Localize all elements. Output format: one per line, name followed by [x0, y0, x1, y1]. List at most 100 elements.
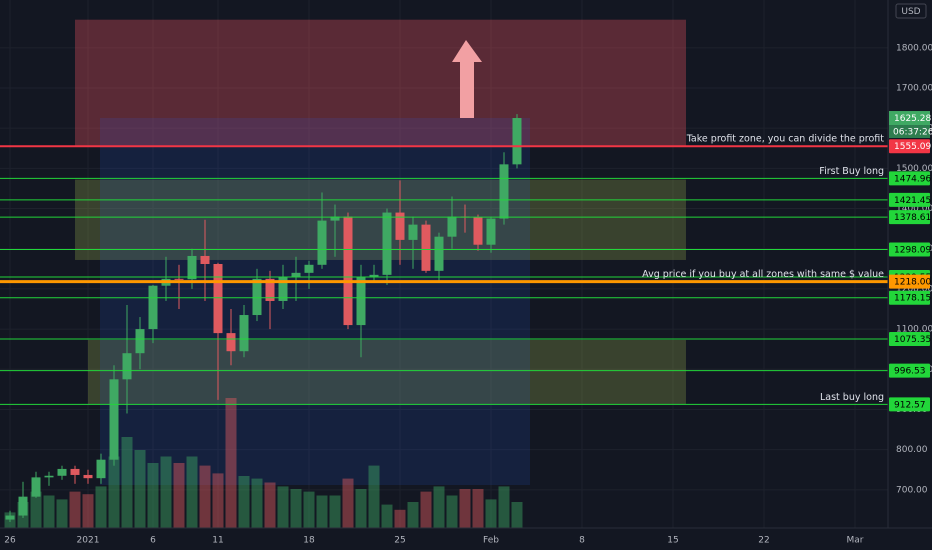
volume-bar — [43, 495, 55, 528]
volume-bar — [511, 502, 523, 528]
candle-body — [317, 220, 327, 265]
y-tick-label: 1100.00 — [896, 325, 932, 335]
volume-bar — [472, 489, 484, 528]
volume-bar — [69, 491, 81, 528]
range-box — [100, 118, 530, 485]
level-label-box — [889, 397, 930, 412]
volume-bar — [121, 437, 133, 528]
x-tick-label: 26 — [4, 536, 16, 546]
candle-body — [473, 217, 483, 245]
y-tick-label: 800.00 — [896, 445, 928, 455]
candle-body — [44, 475, 54, 478]
candle-body — [291, 272, 301, 277]
candle-body — [226, 333, 236, 352]
level-label: 1421.45 — [894, 196, 931, 206]
countdown: 06:37:26 — [893, 128, 932, 138]
zone — [75, 179, 686, 260]
x-tick-label: Feb — [483, 536, 499, 546]
candles — [5, 114, 522, 522]
candle-body — [278, 276, 288, 301]
candle-body — [213, 264, 223, 334]
level-label-box — [889, 274, 930, 289]
y-tick-label: 1500.00 — [896, 164, 932, 174]
volume-bar — [316, 495, 328, 528]
y-tick-label: 700.00 — [896, 485, 928, 495]
candle-body — [447, 216, 457, 237]
candle-body — [135, 329, 145, 354]
volume-bar — [277, 486, 289, 528]
candle-body — [408, 224, 418, 240]
volume-bar — [381, 504, 393, 528]
candle-body — [239, 315, 249, 352]
candle-body — [421, 224, 431, 271]
x-tick-label: 25 — [394, 536, 405, 546]
levels: Take profit zone, you can divide the pro… — [0, 134, 888, 405]
candle-body — [57, 468, 67, 476]
candle-body — [382, 212, 392, 275]
candle-body — [343, 216, 353, 326]
level-label: 996.53 — [894, 367, 926, 377]
volume-bar — [108, 456, 120, 528]
volume-bar — [290, 489, 302, 528]
last-price-box — [889, 111, 930, 126]
candle-body — [5, 515, 15, 520]
level-label: 1298.09 — [894, 245, 931, 255]
candle-body — [486, 218, 496, 245]
volume-bar — [459, 489, 471, 528]
level-label: 1474.96 — [894, 174, 931, 184]
x-tick-label: 15 — [667, 536, 678, 546]
candle-body — [83, 474, 93, 479]
y-tick-label: 1200.00 — [896, 284, 932, 294]
level-label: 912.57 — [894, 400, 926, 410]
candle-body — [252, 278, 262, 316]
x-tick-label: 22 — [758, 536, 769, 546]
candle-body — [122, 353, 132, 380]
candle-body — [356, 276, 366, 326]
volume — [4, 398, 523, 528]
volume-bar — [420, 491, 432, 528]
volume-bar — [394, 509, 406, 528]
candle-body — [395, 212, 405, 240]
candle-body — [174, 278, 184, 280]
level-label-box — [889, 139, 930, 154]
level-label: 1218.00 — [894, 278, 931, 288]
level-label-box — [889, 363, 930, 378]
volume-bar — [264, 482, 276, 528]
x-tick-label: 8 — [579, 536, 585, 546]
volume-bar — [147, 463, 159, 528]
volume-bar — [160, 456, 172, 528]
level-label: 1075.35 — [894, 335, 931, 345]
level-label: 1178.15 — [894, 294, 931, 304]
volume-bar — [30, 491, 42, 528]
volume-bar — [225, 398, 237, 528]
zone — [75, 19, 686, 147]
volume-bar — [173, 463, 185, 528]
candle-body — [304, 264, 314, 273]
level-note: First Buy long — [819, 166, 884, 177]
level-label-box — [889, 290, 930, 305]
volume-bar — [186, 456, 198, 528]
candle-body — [31, 477, 41, 497]
zones — [75, 19, 686, 405]
level-label: 1555.09 — [894, 142, 931, 152]
level-note: Last buy long — [820, 392, 884, 403]
volume-bar — [303, 491, 315, 528]
y-tick-label: 1400.00 — [896, 204, 932, 214]
level-label: 1378.61 — [894, 213, 931, 223]
level-label-box — [889, 192, 930, 207]
candle-body — [265, 278, 275, 301]
candle-body — [434, 236, 444, 271]
volume-bar — [212, 473, 224, 528]
volume-bar — [355, 489, 367, 528]
volume-bar — [95, 486, 107, 528]
y-tick-label: 1700.00 — [896, 84, 932, 94]
y-tick-label: 1800.00 — [896, 43, 932, 53]
zone — [88, 339, 686, 405]
x-tick-label: Mar — [846, 536, 863, 546]
x-tick-label: 2021 — [77, 536, 100, 546]
volume-bar — [199, 465, 211, 528]
x-tick-label: 18 — [303, 536, 315, 546]
candle-body — [70, 468, 80, 475]
volume-bar — [82, 494, 94, 528]
level-note: Take profit zone, you can divide the pro… — [686, 134, 885, 145]
